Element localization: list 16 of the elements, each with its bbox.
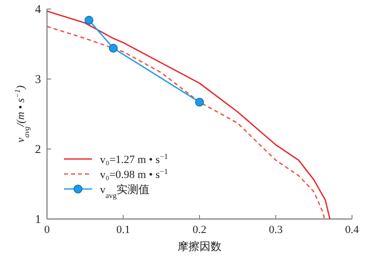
y-tick-label: 1: [35, 212, 41, 226]
legend-label: v$_{avg}$实测值: [100, 183, 150, 200]
x-tick-label: 0.2: [192, 224, 206, 236]
point: [84, 16, 94, 25]
x-tick-label: 0.4: [345, 224, 360, 236]
x-tick-label: 0.1: [116, 224, 130, 236]
point: [108, 44, 118, 53]
legend-label: v₀=1.27 m • s$^{−1}$: [100, 152, 168, 166]
x-tick-label: 0: [44, 224, 50, 236]
y-tick-label: 4: [35, 2, 41, 16]
legend-label: v₀=0.98 m • s$^{−1}$: [100, 166, 168, 181]
x-axis-title: 摩擦因数: [178, 240, 222, 253]
point: [195, 98, 204, 106]
x-tick-label: 0.3: [268, 224, 284, 236]
y-tick-label: 2: [35, 142, 41, 156]
y-tick-label: 3: [35, 72, 41, 86]
